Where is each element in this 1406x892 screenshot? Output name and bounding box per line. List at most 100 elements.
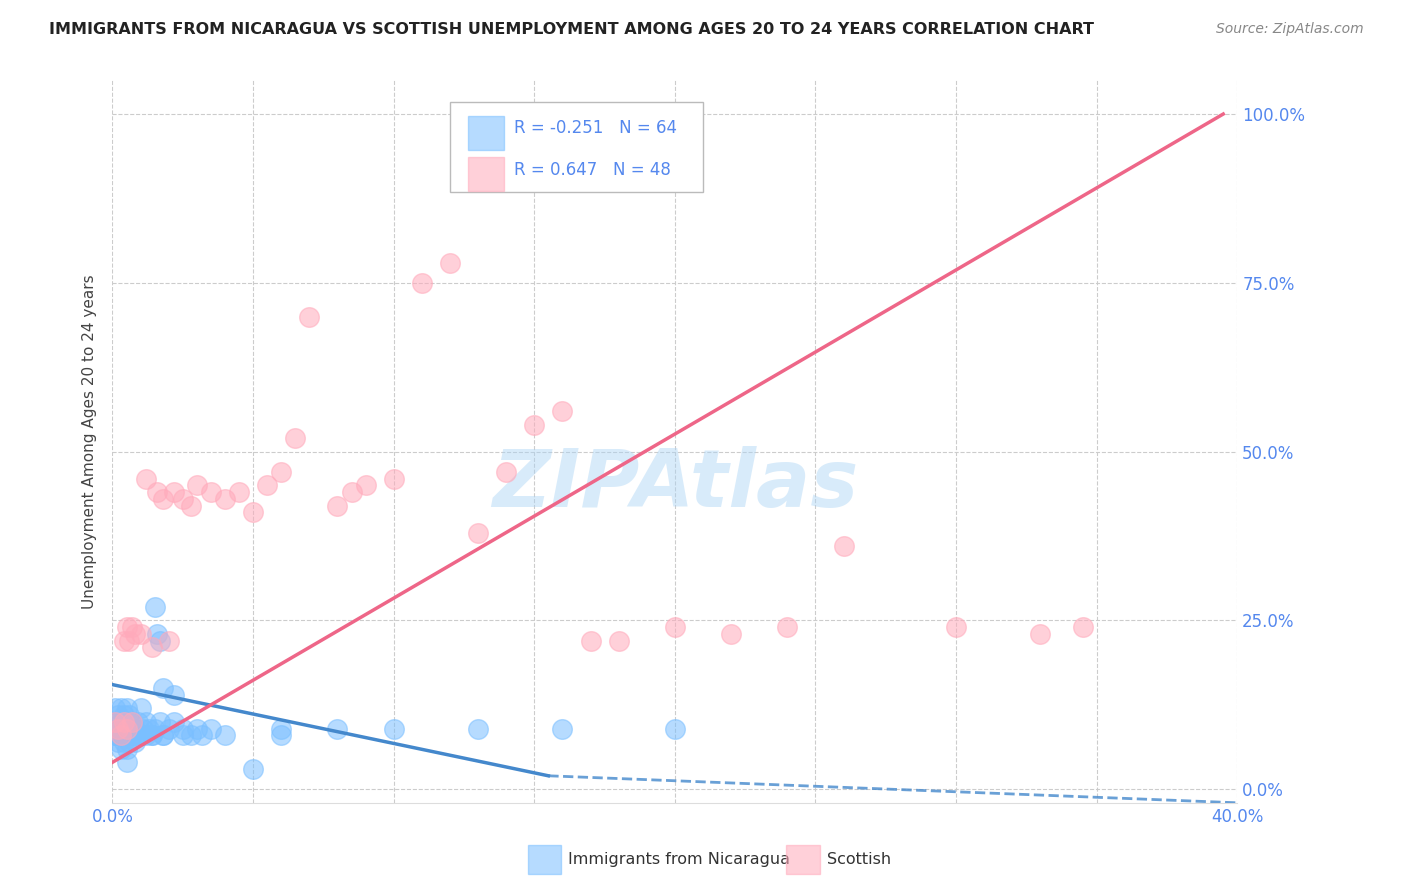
Text: ZIPAtlas: ZIPAtlas [492,446,858,524]
Point [149,633,172,648]
Point [104,714,127,729]
Point [115,620,138,634]
Point [129,728,152,742]
Point [186,722,208,736]
Point [110,728,132,742]
Text: Scottish: Scottish [827,852,891,867]
Point [551,722,574,736]
Point [132,722,155,736]
Point [104,714,127,729]
Point [112,708,135,723]
Point [340,485,363,500]
Point [256,478,278,492]
Point [270,722,292,736]
Point [270,728,292,742]
Point [180,728,202,742]
Point [104,728,127,742]
Text: R = -0.251   N = 64: R = -0.251 N = 64 [515,120,678,137]
FancyBboxPatch shape [450,102,703,193]
Point [242,505,264,519]
Point [411,276,433,290]
Point [115,701,138,715]
Point [118,708,141,723]
Point [1071,620,1094,634]
Point [115,722,138,736]
Point [172,722,194,736]
Point [115,756,138,770]
Point [157,722,180,736]
Point [832,539,855,553]
Point [180,499,202,513]
Point [129,701,152,715]
Point [110,728,132,742]
Point [467,525,489,540]
Point [118,722,141,736]
FancyBboxPatch shape [786,845,820,873]
Point [104,728,127,742]
Point [284,431,307,445]
Point [270,465,292,479]
FancyBboxPatch shape [468,116,503,150]
Point [214,728,236,742]
Point [163,485,186,500]
Point [112,735,135,749]
Point [664,722,686,736]
Point [579,633,602,648]
Point [152,728,174,742]
Point [146,485,169,500]
Point [107,708,129,723]
Point [115,728,138,742]
Point [172,728,194,742]
Point [242,762,264,776]
Point [191,728,214,742]
Point [326,499,349,513]
Point [121,620,143,634]
Point [112,722,135,736]
Point [523,417,546,432]
Point [124,728,146,742]
FancyBboxPatch shape [527,845,561,873]
Point [439,255,461,269]
Point [110,714,132,729]
Point [118,633,141,648]
Point [107,722,129,736]
Point [124,735,146,749]
Point [107,728,129,742]
Point [121,728,143,742]
Point [945,620,967,634]
Text: Immigrants from Nicaragua: Immigrants from Nicaragua [568,852,790,867]
Point [143,599,166,614]
Point [382,722,405,736]
FancyBboxPatch shape [468,157,503,191]
Point [121,714,143,729]
Point [127,714,149,729]
Point [135,728,157,742]
Point [354,478,377,492]
Point [141,640,163,655]
Text: R = 0.647   N = 48: R = 0.647 N = 48 [515,161,671,179]
Point [143,722,166,736]
Point [124,722,146,736]
Point [163,714,186,729]
Point [776,620,799,634]
Point [124,627,146,641]
Point [467,722,489,736]
Point [141,728,163,742]
Point [551,404,574,418]
Point [326,722,349,736]
Point [157,633,180,648]
Point [152,491,174,506]
Point [107,722,129,736]
Point [1029,627,1052,641]
Point [200,485,222,500]
Point [152,681,174,695]
Y-axis label: Unemployment Among Ages 20 to 24 years: Unemployment Among Ages 20 to 24 years [82,274,97,609]
Point [495,465,517,479]
Point [112,714,135,729]
Point [149,714,172,729]
Point [382,472,405,486]
Point [720,627,742,641]
Point [664,620,686,634]
Point [107,735,129,749]
Point [135,714,157,729]
